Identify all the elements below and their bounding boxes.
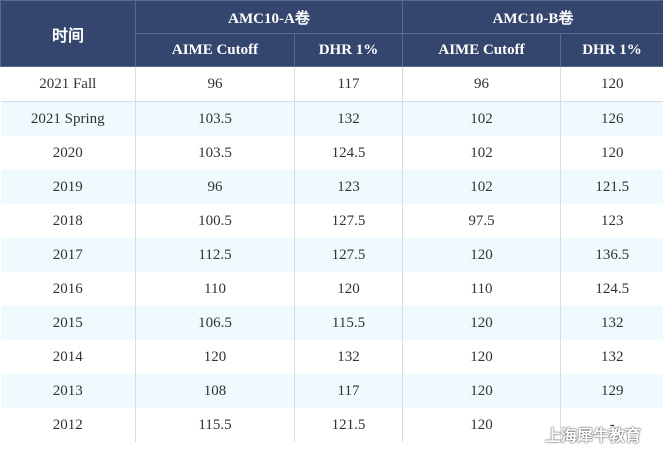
cell-time: 2020 — [0, 136, 136, 170]
cell-b-cutoff: 120 — [402, 306, 561, 340]
cell-time: 2016 — [0, 272, 136, 306]
cell-b-dhr: 126 — [560, 101, 663, 136]
cell-time: 2018 — [0, 204, 136, 238]
cell-b-cutoff: 102 — [402, 170, 561, 204]
table-header: 时间 AMC10-A卷 AMC10-B卷 AIME Cutoff DHR 1% … — [0, 0, 663, 67]
amc10-score-table: 时间 AMC10-A卷 AMC10-B卷 AIME Cutoff DHR 1% … — [0, 0, 663, 442]
cell-a-cutoff: 96 — [135, 170, 295, 204]
cell-a-dhr: 123 — [294, 170, 403, 204]
table-row: 2021 Fall 96 117 96 120 — [0, 66, 663, 102]
table-row: 2020 103.5 124.5 102 120 — [0, 136, 663, 170]
cell-time: 2014 — [0, 340, 136, 374]
cell-b-cutoff: 120 — [402, 340, 561, 374]
table-row: 2013 108 117 120 129 — [0, 374, 663, 408]
header-time: 时间 — [0, 0, 136, 67]
table-row: 2015 106.5 115.5 120 132 — [0, 306, 663, 340]
table-body: 2021 Fall 96 117 96 120 2021 Spring 103.5 132 10… — [0, 66, 663, 442]
cell-a-dhr: 117 — [294, 66, 403, 102]
cell-b-dhr: 123 — [560, 204, 663, 238]
header-b-cutoff: AIME Cutoff — [402, 33, 561, 67]
cell-time: 2015 — [0, 306, 136, 340]
table-row: 2012 115.5 121.5 120- — [0, 408, 663, 442]
cell-b-cutoff: 110 — [402, 272, 561, 306]
cell-time: 2019 — [0, 170, 136, 204]
cell-time: 2021 Fall — [0, 66, 136, 102]
cell-b-cutoff: 102 — [402, 101, 561, 136]
cell-b-dhr: 132 — [560, 340, 663, 374]
table-row: 2016 110 120 110 124.5 — [0, 272, 663, 306]
cell-a-cutoff: 100.5 — [135, 204, 295, 238]
cell-b-dhr: 121.5 — [560, 170, 663, 204]
table-row: 2014 120 132 120 132 — [0, 340, 663, 374]
cell-a-cutoff: 120 — [135, 340, 295, 374]
cell-a-dhr: 121.5 — [294, 408, 403, 442]
cell-a-dhr: 127.5 — [294, 238, 403, 272]
cell-b-dhr: 129 — [560, 374, 663, 408]
cell-b-dhr: 136.5 — [560, 238, 663, 272]
cell-a-cutoff: 110 — [135, 272, 295, 306]
cell-b-cutoff: 102 — [402, 136, 561, 170]
cell-b-cutoff: 120 — [402, 238, 561, 272]
header-a-cutoff: AIME Cutoff — [135, 33, 295, 67]
cell-a-cutoff: 112.5 — [135, 238, 295, 272]
cell-b-dhr: 120 — [560, 66, 663, 102]
cell-a-dhr: 124.5 — [294, 136, 403, 170]
header-row-subcolumns: AIME Cutoff DHR 1% AIME Cutoff DHR 1% — [1, 33, 663, 67]
table-row: 2021 Spring 103.5 132 102 126 — [0, 101, 663, 136]
header-group-a: AMC10-A卷 — [135, 0, 403, 34]
cell-b-dhr: - — [560, 408, 663, 442]
cell-a-cutoff: 106.5 — [135, 306, 295, 340]
cell-b-cutoff: 97.5 — [402, 204, 561, 238]
cell-a-dhr: 132 — [294, 101, 403, 136]
table-row: 2017 112.5 127.5 120 136.5 — [0, 238, 663, 272]
cell-b-cutoff: 120 — [402, 408, 561, 442]
cell-a-cutoff: 103.5 — [135, 136, 295, 170]
cell-time: 2012 — [0, 408, 136, 442]
cell-a-dhr: 117 — [294, 374, 403, 408]
table-row: 2018 100.5 127.5 97.5 123 — [0, 204, 663, 238]
header-b-dhr: DHR 1% — [559, 33, 663, 67]
cell-time: 2021 Spring — [0, 101, 136, 136]
cell-time: 2013 — [0, 374, 136, 408]
header-group-b: AMC10-B卷 — [401, 0, 663, 34]
cell-a-dhr: 115.5 — [294, 306, 403, 340]
cell-a-cutoff: 103.5 — [135, 101, 295, 136]
cell-a-dhr: 132 — [294, 340, 403, 374]
cell-b-cutoff: 120 — [402, 374, 561, 408]
cell-a-cutoff: 96 — [135, 66, 295, 102]
cell-a-cutoff: 115.5 — [135, 408, 295, 442]
cell-a-dhr: 127.5 — [294, 204, 403, 238]
cell-a-dhr: 120 — [294, 272, 403, 306]
cell-b-cutoff: 96 — [402, 66, 561, 102]
header-a-dhr: DHR 1% — [294, 33, 403, 67]
cell-a-cutoff: 108 — [135, 374, 295, 408]
cell-b-dhr: 132 — [560, 306, 663, 340]
cell-b-dhr: 120 — [560, 136, 663, 170]
cell-time: 2017 — [0, 238, 136, 272]
table-row: 2019 96 123 102 121.5 — [0, 170, 663, 204]
cell-b-dhr: 124.5 — [560, 272, 663, 306]
header-row-groups: 时间 AMC10-A卷 AMC10-B卷 — [0, 0, 663, 67]
